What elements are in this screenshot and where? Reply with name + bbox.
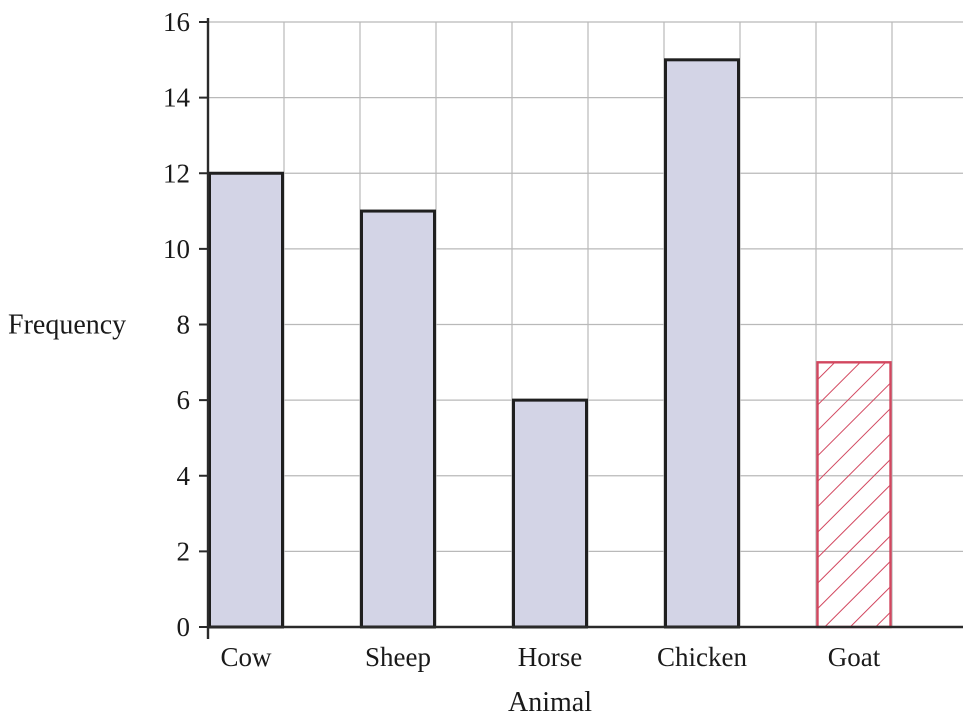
bar-cow xyxy=(208,171,284,629)
x-tick-label: Goat xyxy=(828,642,881,672)
y-tick-label: 6 xyxy=(177,385,191,415)
y-tick-label: 4 xyxy=(177,461,191,491)
y-tick-label: 8 xyxy=(177,310,191,340)
bar-goat xyxy=(816,361,892,629)
bar-chicken xyxy=(664,58,740,629)
axes xyxy=(199,18,963,639)
y-tick-label: 0 xyxy=(177,612,191,642)
x-axis-title: Animal xyxy=(508,687,592,718)
y-tick-label: 16 xyxy=(163,7,190,37)
bar-horse xyxy=(512,398,588,629)
bar-sheep xyxy=(360,209,436,629)
bars xyxy=(208,58,892,629)
y-axis-title: Frequency xyxy=(8,310,126,341)
x-tick-label: Sheep xyxy=(365,642,431,672)
y-tick-label: 10 xyxy=(163,234,190,264)
y-tick-label: 14 xyxy=(163,83,191,113)
x-tick-label: Horse xyxy=(518,642,582,672)
x-tick-label: Cow xyxy=(220,642,272,672)
x-tick-label: Chicken xyxy=(657,642,747,672)
y-tick-label: 12 xyxy=(163,158,190,188)
tick-labels: Cow Sheep Horse Chicken Goat 0 2 4 6 8 10 12 14 16 xyxy=(163,7,881,672)
y-tick-label: 2 xyxy=(177,536,191,566)
